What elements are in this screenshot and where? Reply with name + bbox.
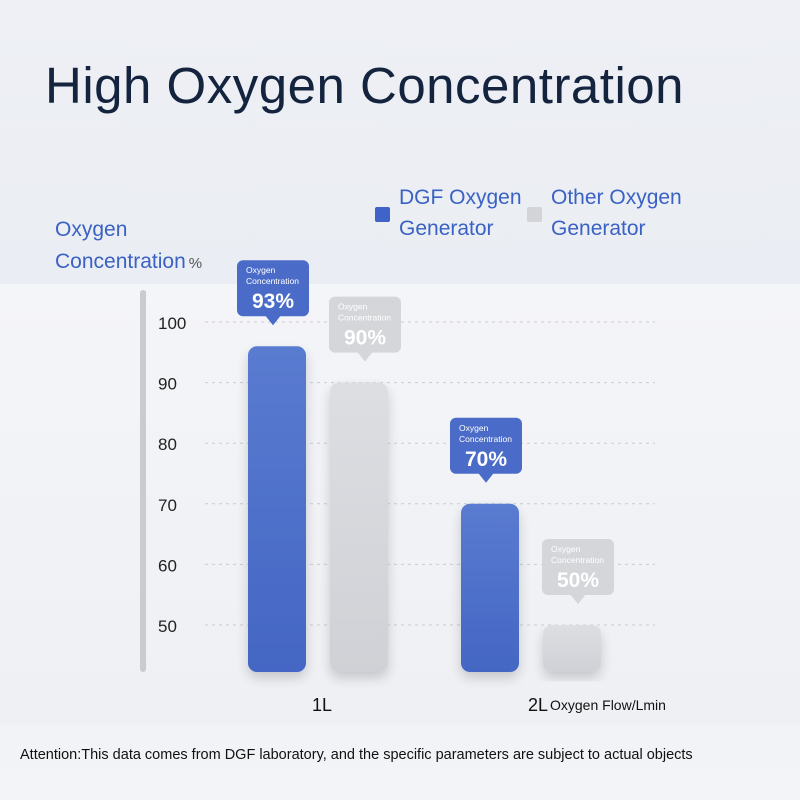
bar-dgf-1L <box>248 346 306 672</box>
y-tick-label-60: 60 <box>158 556 177 575</box>
callout-caption-dgf-2L: Oxygen <box>459 423 489 433</box>
y-tick-label-80: 80 <box>158 435 177 454</box>
callout-box-dgf-1L <box>237 260 309 317</box>
callout-box-other-1L <box>329 296 401 353</box>
callout-pointer-dgf-2L <box>478 472 494 483</box>
callout-pointer-other-2L <box>570 594 586 604</box>
callout-box-dgf-2L <box>450 417 522 474</box>
x-tick-label-2L: 2L <box>528 695 548 715</box>
x-tick-label-1L: 1L <box>312 695 332 715</box>
data-label-other-2L: 50% <box>557 569 599 592</box>
x-axis-label: Oxygen Flow/Lmin <box>550 697 666 713</box>
y-axis-label-text-2: Concentration <box>55 250 186 273</box>
callout-caption-other-2L: Oxygen <box>551 544 581 554</box>
callout-pointer-dgf-1L <box>265 315 281 326</box>
data-label-dgf-1L: 93% <box>252 290 294 313</box>
data-label-dgf-2L: 70% <box>465 448 507 471</box>
legend-item-other: Other Oxygen Generator <box>527 182 682 244</box>
callout-box-other-2L <box>542 539 614 595</box>
callout-caption2-dgf-2L: Concentration <box>459 434 512 444</box>
y-axis-label-text: Oxygen <box>55 218 128 241</box>
y-axis-line <box>140 290 146 672</box>
page-title: High Oxygen Concentration <box>45 57 685 114</box>
bar-other-2L <box>543 625 601 672</box>
callout-caption-dgf-1L: Oxygen <box>246 265 276 275</box>
legend-swatch-other <box>527 207 542 222</box>
callout-caption2-other-1L: Concentration <box>338 313 391 323</box>
bar-other-1L <box>330 382 388 672</box>
data-label-other-1L: 90% <box>344 327 386 350</box>
y-tick-label-90: 90 <box>158 375 177 394</box>
legend-swatch-dgf <box>375 207 390 222</box>
footnote: Attention:This data comes from DGF labor… <box>20 747 693 763</box>
callout-caption-other-1L: Oxygen <box>338 302 368 312</box>
legend-label-dgf: DGF Oxygen Generator <box>399 186 522 240</box>
y-tick-label-50: 50 <box>158 617 177 636</box>
y-axis-label: Oxygen Concentration% <box>55 214 202 280</box>
y-tick-label-100: 100 <box>158 314 186 333</box>
chart-panel <box>0 284 800 724</box>
y-axis-unit: % <box>188 255 203 272</box>
callout-caption2-dgf-1L: Concentration <box>246 276 299 286</box>
legend-label-other: Other Oxygen Generator <box>551 186 682 240</box>
legend-item-dgf: DGF Oxygen Generator <box>375 182 522 244</box>
bar-dgf-2L <box>461 503 519 672</box>
callout-caption2-other-2L: Concentration <box>551 555 604 565</box>
callout-pointer-other-1L <box>357 351 373 362</box>
y-tick-label-70: 70 <box>158 496 177 515</box>
